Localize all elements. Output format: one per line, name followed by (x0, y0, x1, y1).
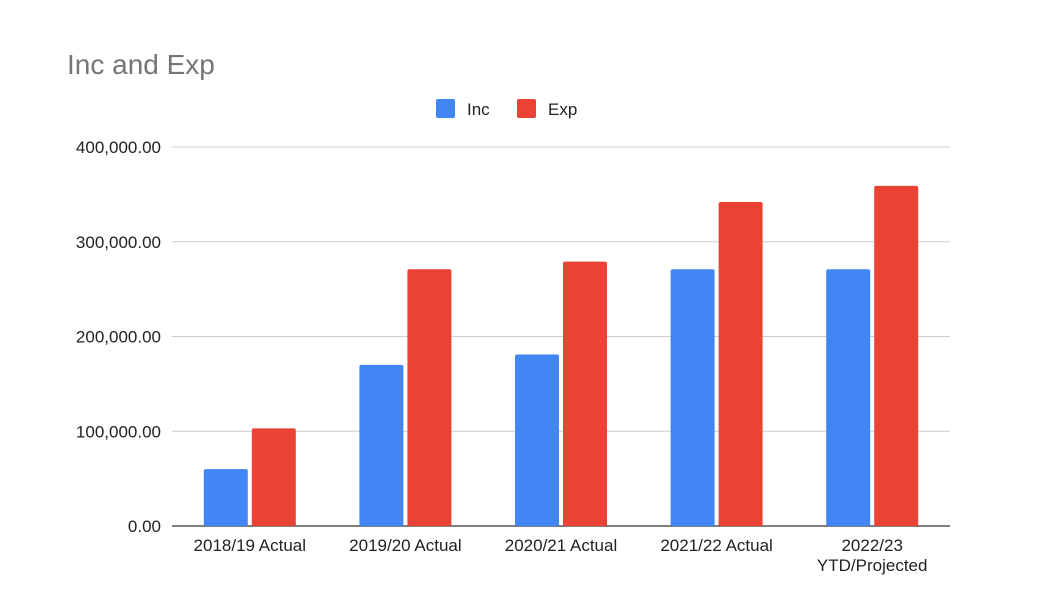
bar-exp-3 (718, 201, 763, 526)
bar-inc-1 (359, 364, 404, 526)
legend-swatch-inc (436, 99, 455, 118)
x-tick-label: 2019/20 Actual (349, 536, 461, 555)
bar-exp-2 (563, 261, 607, 526)
legend-swatch-exp (517, 99, 536, 118)
bar-inc-2 (515, 354, 559, 526)
legend: Inc Exp (436, 99, 577, 119)
bars (203, 185, 919, 526)
y-axis: 0.00 100,000.00 200,000.00 300,000.00 400,00… (76, 138, 161, 536)
y-tick-label: 300,000.00 (76, 233, 161, 252)
legend-label-exp: Exp (548, 100, 577, 119)
x-axis: 2018/19 Actual 2019/20 Actual 2020/21 Actu… (194, 536, 928, 575)
bar-inc-4 (826, 269, 871, 526)
bar-exp-0 (251, 428, 296, 526)
x-tick-label: 2020/21 Actual (505, 536, 617, 555)
gridlines (172, 146, 950, 527)
chart-title: Inc and Exp (67, 49, 215, 80)
y-tick-label: 0.00 (128, 517, 161, 536)
x-tick-label: 2018/19 Actual (194, 536, 306, 555)
bar-exp-1 (407, 269, 452, 526)
bar-inc-3 (670, 269, 715, 526)
x-tick-label: 2022/23 YTD/Projected (817, 536, 928, 575)
y-tick-label: 400,000.00 (76, 138, 161, 157)
y-tick-label: 100,000.00 (76, 422, 161, 441)
legend-label-inc: Inc (467, 100, 490, 119)
y-tick-label: 200,000.00 (76, 328, 161, 347)
bar-inc-0 (203, 469, 248, 526)
bar-exp-4 (874, 185, 919, 526)
x-tick-label: 2021/22 Actual (660, 536, 772, 555)
